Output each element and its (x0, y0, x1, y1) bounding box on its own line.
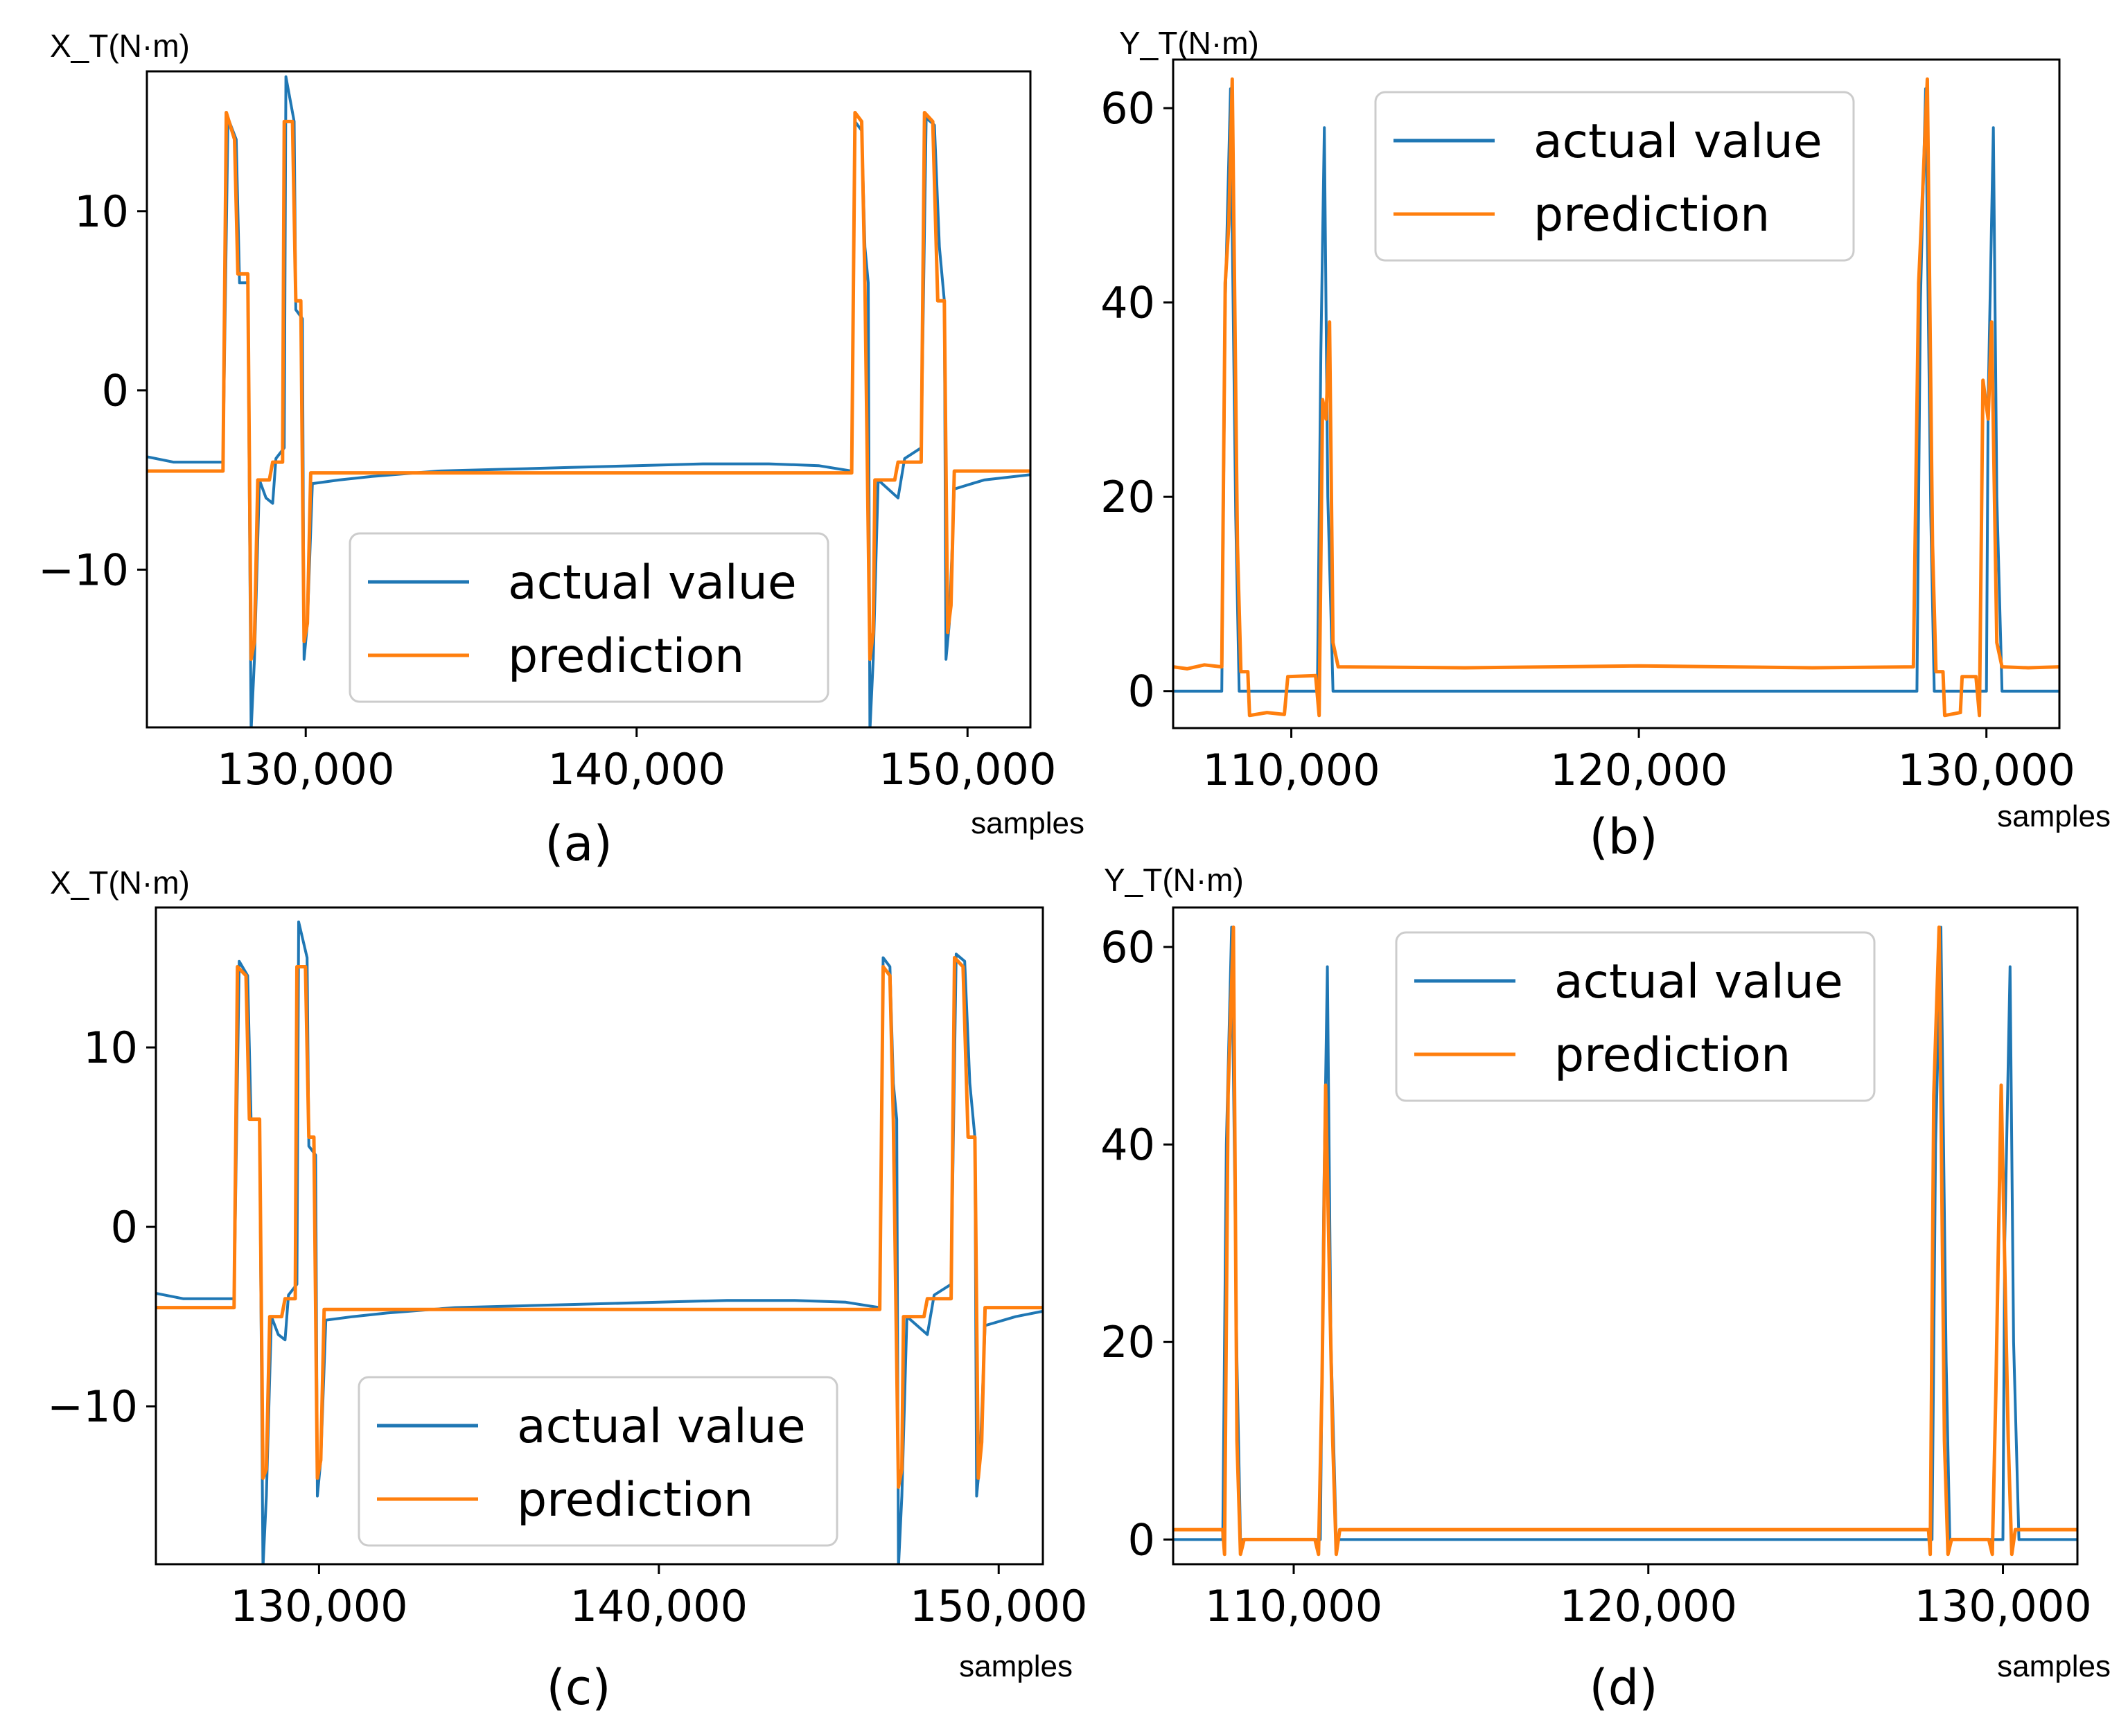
legend-box-b (1374, 91, 1855, 262)
x-axis-label-d: samples (1997, 1649, 2111, 1683)
y-tick-label-c-2: 10 (83, 1022, 138, 1073)
y-tick-label-a-1: 0 (102, 366, 129, 416)
series-line-prediction-c (156, 956, 1043, 1489)
y-axis-label-b: Y_T(N·m) (1119, 25, 1259, 61)
y-tick-label-a-2: 10 (74, 186, 129, 237)
x-tick-label-c-2: 150,000 (910, 1581, 1087, 1631)
legend-c: actual value prediction (358, 1376, 838, 1547)
x-tick-label-c-1: 140,000 (570, 1581, 748, 1631)
legend-b: actual value prediction (1374, 91, 1855, 262)
x-tick-label-b-2: 130,000 (1897, 745, 2075, 795)
x-tick-label-a-2: 150,000 (879, 744, 1056, 795)
x-tick-label-d-0: 110,000 (1205, 1581, 1382, 1631)
series-line-prediction-b (1173, 77, 2059, 718)
legend-a: actual value prediction (349, 532, 829, 703)
x-tick-label-d-2: 130,000 (1914, 1581, 2091, 1631)
legend-box-a (349, 532, 829, 703)
y-tick-label-d-0: 0 (1128, 1514, 1155, 1565)
y-tick-label-c-0: −10 (47, 1381, 138, 1432)
legend-d: actual value prediction (1395, 931, 1876, 1102)
x-axis-label-a: samples (971, 806, 1084, 840)
panel-c: 130,000 140,000 150,000 −10 0 10 X_T(N·m)sampl… (47, 865, 1087, 1716)
y-tick-label-b-1: 20 (1100, 472, 1155, 522)
panel-b: 110,000 120,000 130,000 0 20 40 60 Y_T(N·m)samp… (1100, 25, 2111, 865)
x-tick-label-b-0: 110,000 (1202, 745, 1380, 795)
x-axis-label-b: samples (1997, 799, 2111, 833)
legend-box-c (358, 1376, 838, 1547)
plot-area-c (156, 920, 1043, 1564)
series-line-prediction-d (1173, 925, 2077, 1557)
x-tick-label-d-1: 120,000 (1560, 1581, 1737, 1631)
y-tick-label-b-0: 0 (1128, 666, 1155, 717)
x-tick-label-a-1: 140,000 (548, 744, 726, 795)
legend-label-actual-c: actual value (517, 1399, 806, 1454)
legend-label-prediction-b: prediction (1533, 188, 1770, 242)
y-tick-label-c-1: 0 (111, 1202, 138, 1252)
series-line-prediction-a (147, 111, 1030, 662)
panel-caption-d: (d) (1589, 1659, 1657, 1716)
plot-area-a (147, 75, 1030, 727)
legend-box-d (1395, 931, 1876, 1102)
axes-frame-a (146, 70, 1032, 729)
legend-label-actual-a: actual value (508, 556, 797, 610)
x-tick-label-a-0: 130,000 (217, 744, 394, 795)
y-tick-label-a-0: −10 (38, 544, 129, 595)
legend-label-prediction-d: prediction (1554, 1028, 1791, 1083)
legend-label-actual-d: actual value (1554, 955, 1843, 1009)
legend-label-prediction-a: prediction (508, 629, 744, 684)
axes-frame-b (1172, 58, 2061, 729)
plot-area-d (1173, 925, 2077, 1557)
axes-frame-d (1172, 906, 2079, 1566)
y-tick-label-b-3: 60 (1100, 83, 1155, 134)
x-axis-label-c: samples (959, 1649, 1073, 1683)
panel-d: 110,000 120,000 130,000 0 20 40 60 Y_T(N·m)samp… (1100, 862, 2111, 1716)
legend-label-prediction-c: prediction (517, 1473, 753, 1527)
axes-frame-c (155, 906, 1044, 1566)
y-axis-label-d: Y_T(N·m) (1104, 862, 1244, 898)
panel-caption-b: (b) (1589, 808, 1657, 865)
panel-caption-c: (c) (546, 1659, 610, 1716)
y-tick-label-d-2: 40 (1100, 1119, 1155, 1170)
plot-area-b (1173, 77, 2059, 718)
y-tick-label-b-2: 40 (1100, 278, 1155, 328)
x-tick-label-c-0: 130,000 (230, 1581, 407, 1631)
panel-a: 130,000 140,000 150,000 −10 0 10 X_T(N·m)sampl… (38, 28, 1084, 872)
y-tick-label-d-1: 20 (1100, 1317, 1155, 1367)
y-axis-label-c: X_T(N·m) (50, 865, 190, 901)
x-tick-label-b-1: 120,000 (1550, 745, 1727, 795)
panel-caption-a: (a) (545, 815, 613, 872)
legend-label-actual-b: actual value (1533, 114, 1822, 169)
y-axis-label-a: X_T(N·m) (50, 28, 190, 64)
y-tick-label-d-3: 60 (1100, 922, 1155, 973)
